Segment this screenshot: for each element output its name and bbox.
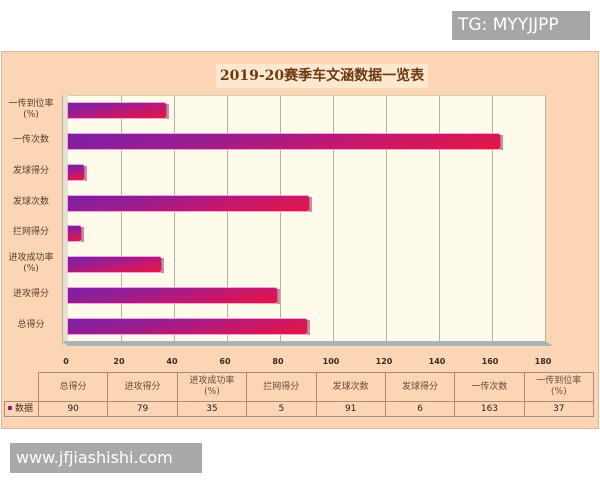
category-label: 进攻得分 [12, 288, 49, 299]
x-tick-label: 80 [272, 357, 284, 366]
table-header: 进攻得分 [107, 372, 178, 402]
bar [68, 287, 281, 304]
category-label: 拦网得分 [12, 227, 49, 238]
bar [68, 195, 313, 212]
gridline [174, 96, 175, 342]
gridline [333, 96, 334, 342]
category-label: 发球得分 [12, 165, 49, 176]
category-label: 一传到位率 (%) [8, 99, 54, 121]
legend-key-icon [8, 406, 12, 410]
table-cell: 90 [37, 401, 109, 417]
x-tick-label: 160 [481, 357, 499, 366]
table-header: 发球次数 [315, 372, 386, 402]
gridline [227, 96, 228, 342]
table-header: 总得分 [37, 372, 109, 402]
table-cell: 6 [384, 401, 456, 417]
gridline [545, 96, 546, 342]
gridline [121, 96, 122, 342]
table-row: 数据 90 79 35 5 91 6 163 37 [4, 401, 595, 417]
x-tick-label: 40 [166, 357, 178, 366]
plot-side-wall [62, 95, 69, 345]
x-tick-label: 140 [428, 357, 446, 366]
bar [68, 134, 503, 151]
x-tick-label: 60 [219, 357, 231, 366]
table-cell: 37 [523, 401, 595, 417]
bar [68, 103, 170, 120]
bar [68, 164, 87, 181]
bar [68, 226, 85, 243]
table-cell: 163 [454, 401, 525, 417]
watermark-top: TG: MYYJJPP [452, 11, 590, 40]
category-label: 发球次数 [12, 196, 49, 207]
table-header: 一传次数 [454, 372, 525, 402]
data-table: 总得分 进攻得分 进攻成功率 (%) 拦网得分 发球次数 发球得分 一传次数 一传到位率 (%) … [4, 372, 595, 417]
series-label: 数据 [4, 401, 39, 417]
gridline [386, 96, 387, 342]
x-tick-label: 20 [113, 357, 125, 366]
x-tick-label: 120 [375, 357, 393, 366]
category-label: 一传次数 [12, 135, 49, 146]
table-header: 拦网得分 [246, 372, 317, 402]
plot-floor [62, 341, 553, 346]
bar [68, 257, 164, 274]
gridline [492, 96, 493, 342]
plot-area [68, 95, 546, 342]
table-cell: 5 [246, 401, 317, 417]
x-tick-label: 100 [322, 357, 340, 366]
bar [68, 318, 309, 335]
table-header: 一传到位率 (%) [523, 372, 595, 402]
x-tick-label: 0 [63, 357, 69, 366]
table-cell: 91 [315, 401, 386, 417]
table-corner [4, 372, 39, 402]
table-cell: 35 [176, 401, 248, 417]
category-label: 总得分 [17, 319, 45, 330]
x-tick-label: 180 [534, 357, 552, 366]
gridline [280, 96, 281, 342]
watermark-bottom: www.jfjiashishi.com [10, 443, 202, 473]
chart-title: 2019-20赛季车文涵数据一览表 [216, 64, 428, 88]
category-label: 进攻成功率 (%) [8, 253, 54, 275]
table-header: 进攻成功率 (%) [176, 372, 248, 402]
gridline [439, 96, 440, 342]
table-header: 发球得分 [384, 372, 456, 402]
table-cell: 79 [107, 401, 178, 417]
